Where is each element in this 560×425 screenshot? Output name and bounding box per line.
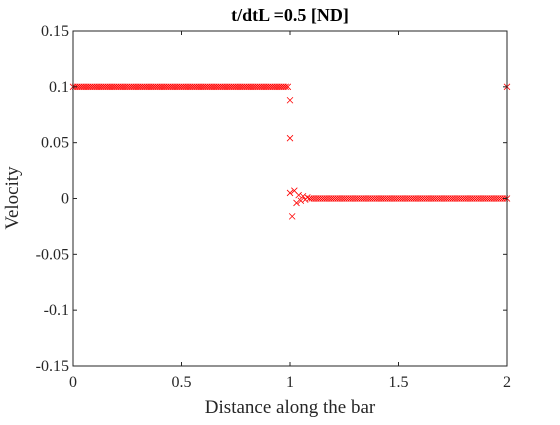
data-markers: [69, 83, 511, 220]
data-point: [284, 83, 292, 91]
data-point: [297, 197, 305, 205]
y-tick-label: -0.05: [36, 246, 69, 263]
plot-area: [73, 31, 507, 366]
y-tick-label: 0.05: [41, 135, 69, 152]
chart-title: t/dtL =0.5 [ND]: [231, 5, 349, 25]
data-point: [286, 189, 294, 197]
y-tick-label: 0.1: [49, 79, 69, 96]
x-tick-label: 1: [286, 374, 294, 391]
x-axis-label: Distance along the bar: [205, 397, 376, 418]
data-point: [306, 195, 313, 202]
data-point: [304, 194, 311, 201]
y-axis-label: Velocity: [2, 166, 23, 230]
x-tick-label: 0: [69, 374, 77, 391]
y-tick-label: 0.15: [41, 23, 69, 40]
y-tick-label: -0.15: [36, 358, 69, 375]
x-tick-label: 1.5: [389, 374, 409, 391]
data-point: [286, 134, 294, 142]
data-point: [299, 192, 307, 200]
data-point: [282, 83, 289, 91]
data-point: [288, 213, 296, 220]
data-point: [286, 96, 294, 104]
data-point: [295, 191, 302, 199]
y-tick-label: -0.1: [44, 302, 69, 319]
y-tick-label: 0: [61, 191, 69, 208]
axes-box: [72, 30, 508, 367]
x-tick-label: 2: [503, 374, 511, 391]
data-point: [293, 199, 300, 207]
axis-ticks: 0 0.5 1 1.5 2 -0.15 -0.1 -0.05 0 0.05 0.1 0.15: [36, 23, 511, 391]
x-tick-label: 0.5: [172, 374, 192, 391]
